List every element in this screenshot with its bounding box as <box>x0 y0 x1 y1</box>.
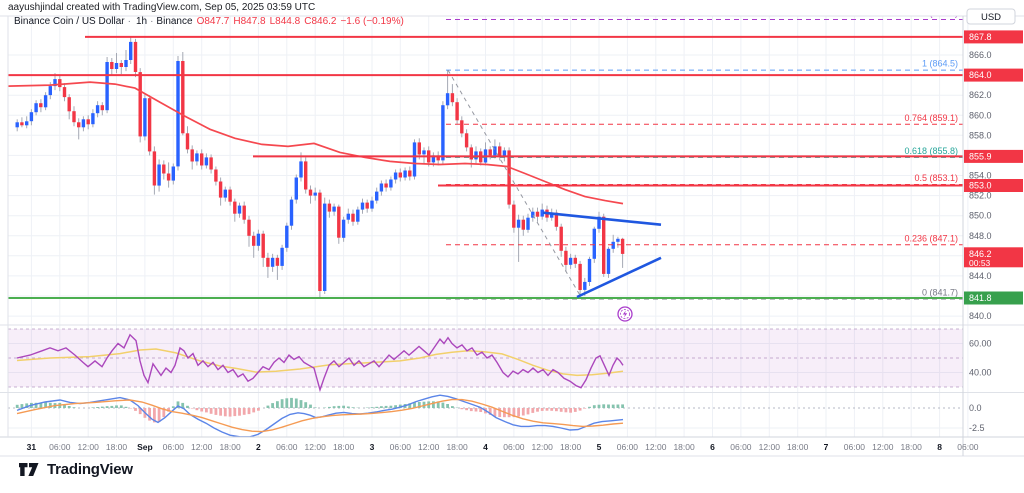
macd-signal-line <box>16 398 624 433</box>
svg-text:864.0: 864.0 <box>969 70 992 80</box>
legend-separator: · <box>127 16 131 27</box>
tradingview-logo[interactable]: TradingView <box>18 460 133 479</box>
ohlc-high: H847.8 <box>233 16 266 27</box>
svg-text:5: 5 <box>597 442 602 452</box>
svg-text:853.0: 853.0 <box>969 181 992 191</box>
svg-text:18:00: 18:00 <box>673 442 695 452</box>
svg-text:06:00: 06:00 <box>503 442 525 452</box>
svg-text:Sep: Sep <box>137 442 153 452</box>
exchange-label: Binance <box>156 16 193 27</box>
tradingview-logo-icon <box>19 463 39 476</box>
svg-text:12:00: 12:00 <box>191 442 213 452</box>
svg-text:840.0: 840.0 <box>969 311 992 321</box>
svg-text:0 (841.7): 0 (841.7) <box>922 288 958 298</box>
svg-text:7: 7 <box>824 442 829 452</box>
svg-text:06:00: 06:00 <box>163 442 185 452</box>
svg-text:06:00: 06:00 <box>844 442 866 452</box>
svg-text:860.0: 860.0 <box>969 110 992 120</box>
svg-text:848.0: 848.0 <box>969 231 992 241</box>
svg-text:867.8: 867.8 <box>969 32 992 42</box>
svg-text:18:00: 18:00 <box>560 442 582 452</box>
fib-retracement[interactable]: 1.236 (869.9) 1 (864.5) 0.764 (859.1) 0.618… <box>446 8 963 300</box>
svg-text:06:00: 06:00 <box>390 442 412 452</box>
candles-layer <box>15 36 625 297</box>
svg-text:31: 31 <box>27 442 37 452</box>
ohlc-low: L844.8 <box>269 16 301 27</box>
axis-unit-button[interactable] <box>966 8 1016 25</box>
svg-text:12:00: 12:00 <box>532 442 554 452</box>
ohlc-close: C846.2 <box>304 16 337 27</box>
svg-text:0.618 (855.8): 0.618 (855.8) <box>904 146 958 156</box>
svg-text:852.0: 852.0 <box>969 191 992 201</box>
svg-text:846.2: 846.2 <box>969 249 992 259</box>
symbol-title[interactable]: Binance Coin / US Dollar <box>14 16 125 27</box>
legend-separator2: · <box>150 16 154 27</box>
svg-text:841.8: 841.8 <box>969 293 992 303</box>
ohlc-open: O847.7 <box>196 16 230 27</box>
svg-text:1 (864.5): 1 (864.5) <box>922 59 958 69</box>
svg-text:12:00: 12:00 <box>759 442 781 452</box>
pane-borders <box>0 15 1024 457</box>
svg-text:854.0: 854.0 <box>969 171 992 181</box>
svg-text:850.0: 850.0 <box>969 211 992 221</box>
svg-text:18:00: 18:00 <box>219 442 241 452</box>
svg-text:60.00: 60.00 <box>969 339 992 349</box>
time-axis[interactable]: 31 06:00 12:00 18:00 Sep 06:00 12:00 18:00 2 06:0… <box>27 442 979 452</box>
flash-circle-icon[interactable] <box>617 306 633 322</box>
ohlc-change: −1.6 (−0.19%) <box>340 16 404 27</box>
svg-text:18:00: 18:00 <box>333 442 355 452</box>
svg-text:18:00: 18:00 <box>446 442 468 452</box>
svg-text:06:00: 06:00 <box>730 442 752 452</box>
svg-text:40.00: 40.00 <box>969 368 992 378</box>
svg-text:866.0: 866.0 <box>969 50 992 60</box>
rsi-band <box>8 329 963 387</box>
svg-text:12:00: 12:00 <box>872 442 894 452</box>
svg-text:06:00: 06:00 <box>276 442 298 452</box>
svg-text:06:00: 06:00 <box>957 442 979 452</box>
chart-legend[interactable]: Binance Coin / US Dollar · 1h · Binance O847.… <box>14 16 404 27</box>
svg-text:6: 6 <box>710 442 715 452</box>
tradingview-logo-text: TradingView <box>47 461 133 478</box>
svg-text:06:00: 06:00 <box>617 442 639 452</box>
trendline-lower[interactable] <box>576 256 662 299</box>
watermark-attribution: aayushjindal created with TradingView.co… <box>8 2 316 13</box>
svg-text:12:00: 12:00 <box>645 442 667 452</box>
svg-text:0.236 (847.1): 0.236 (847.1) <box>904 233 958 243</box>
rsi-line <box>16 333 624 393</box>
interval-label[interactable]: 1h <box>135 16 148 27</box>
trendline-upper[interactable] <box>542 211 662 226</box>
svg-text:862.0: 862.0 <box>969 90 992 100</box>
svg-text:18:00: 18:00 <box>106 442 128 452</box>
svg-text:855.9: 855.9 <box>969 151 992 161</box>
svg-text:00:53: 00:53 <box>969 258 991 268</box>
ma-line <box>7 81 624 205</box>
svg-text:0.0: 0.0 <box>969 403 982 413</box>
svg-text:12:00: 12:00 <box>305 442 327 452</box>
svg-text:0.5 (853.1): 0.5 (853.1) <box>914 173 958 183</box>
price-axis[interactable]: 866.0 862.0 860.0 858.0 854.0 852.0 850.0 848.0… <box>964 8 1023 433</box>
svg-text:2: 2 <box>256 442 261 452</box>
svg-text:18:00: 18:00 <box>901 442 923 452</box>
svg-text:3: 3 <box>370 442 375 452</box>
svg-text:844.0: 844.0 <box>969 271 992 281</box>
svg-text:USD: USD <box>981 12 1001 23</box>
svg-text:0.764 (859.1): 0.764 (859.1) <box>904 113 958 123</box>
svg-text:4: 4 <box>483 442 488 452</box>
svg-text:-2.5: -2.5 <box>969 423 985 433</box>
svg-text:858.0: 858.0 <box>969 130 992 140</box>
svg-text:18:00: 18:00 <box>787 442 809 452</box>
svg-text:1.236 (869.9): 1.236 (869.9) <box>904 8 958 18</box>
svg-text:8: 8 <box>937 442 942 452</box>
svg-text:06:00: 06:00 <box>49 442 71 452</box>
svg-text:12:00: 12:00 <box>78 442 100 452</box>
horizontal-lines[interactable] <box>8 35 963 187</box>
svg-text:12:00: 12:00 <box>418 442 440 452</box>
